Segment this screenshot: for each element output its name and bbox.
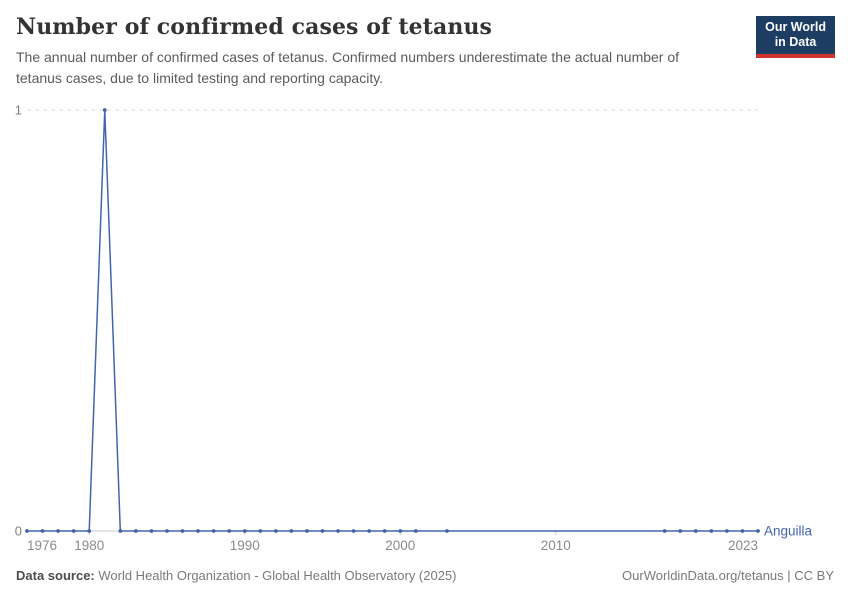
data-source-text: Data source: World Health Organization -… <box>16 568 457 583</box>
data-point-marker <box>724 529 729 533</box>
data-point-marker <box>336 529 340 533</box>
data-point-marker <box>740 529 745 533</box>
data-point-marker <box>25 529 29 533</box>
data-point-marker <box>320 529 325 533</box>
data-point-marker <box>693 529 698 533</box>
y-axis-label: 0 <box>15 524 22 539</box>
x-axis-label: 1990 <box>230 538 260 553</box>
data-point-marker <box>367 529 372 533</box>
entity-label[interactable]: Anguilla <box>764 524 813 539</box>
data-source-value: World Health Organization - Global Healt… <box>94 568 457 583</box>
data-point-marker <box>709 529 714 533</box>
x-axis-label: 1980 <box>74 538 104 553</box>
data-point-marker <box>662 529 667 533</box>
x-axis-label: 2010 <box>541 538 571 553</box>
data-point-marker <box>445 529 449 533</box>
x-axis-label: 2000 <box>385 538 415 553</box>
data-point-marker <box>196 529 200 533</box>
data-point-marker <box>227 529 232 533</box>
data-point-marker <box>289 529 294 533</box>
data-point-marker <box>133 529 138 533</box>
data-point-marker <box>398 529 403 533</box>
data-point-marker <box>382 529 387 533</box>
data-point-marker <box>305 529 309 533</box>
data-point-marker <box>211 529 216 533</box>
data-point-marker <box>56 529 61 533</box>
data-point-marker <box>180 529 185 533</box>
data-point-marker <box>258 529 263 533</box>
data-point-marker <box>118 529 123 533</box>
owid-url-link[interactable]: OurWorldinData.org/tetanus | CC BY <box>622 568 834 583</box>
owid-logo-line1: Our World <box>765 20 826 34</box>
page-title: Number of confirmed cases of tetanus <box>16 14 493 40</box>
y-axis-label: 1 <box>15 103 22 118</box>
owid-logo[interactable]: Our World in Data <box>756 16 835 58</box>
data-point-marker <box>149 529 154 533</box>
data-point-marker <box>678 529 683 533</box>
x-axis-label: 1976 <box>27 538 57 553</box>
data-point-marker <box>87 529 92 533</box>
owid-logo-line2: in Data <box>774 35 817 50</box>
series-line <box>27 109 758 532</box>
chart-subtitle: The annual number of confirmed cases of … <box>16 49 680 86</box>
data-point-marker <box>165 529 169 533</box>
data-point-marker <box>71 529 76 533</box>
data-point-marker <box>756 529 760 533</box>
data-point-marker <box>102 108 107 112</box>
x-axis-label: 2023 <box>728 538 758 553</box>
data-point-marker <box>351 529 356 533</box>
data-point-marker <box>242 529 247 533</box>
data-point-marker <box>413 529 418 533</box>
data-point-marker <box>40 529 45 533</box>
data-source-label: Data source: <box>16 568 95 583</box>
chart-footer: Data source: World Health Organization -… <box>16 568 834 583</box>
chart-header: Number of confirmed cases of tetanus The… <box>16 14 756 89</box>
data-point-marker <box>273 529 278 533</box>
